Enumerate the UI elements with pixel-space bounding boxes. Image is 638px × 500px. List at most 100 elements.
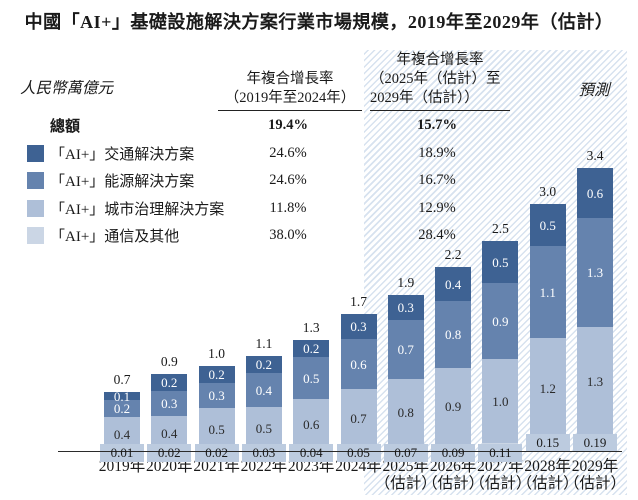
bottom-value-chip: 0.03 [252, 445, 276, 460]
segment-value-label: 0.4 [113, 426, 131, 442]
bottom-value-chip: 0.01 [110, 445, 134, 460]
cagr-value: 28.4% [418, 227, 456, 243]
bottom-value-chip-bg [525, 434, 570, 452]
segment-value-label: 1.2 [539, 381, 556, 396]
x-axis-line [58, 451, 622, 453]
legend-row-comm-other: 「AI+」通信及其他 [27, 222, 257, 250]
segment-energy: 0.2 [104, 400, 140, 417]
segment-city-governance: 0.9 [435, 368, 472, 444]
segment-value-label: 1.3 [586, 374, 604, 389]
cagr-header-line: 年複合增長率 [396, 52, 484, 68]
bar-total-label: 2.5 [491, 221, 509, 236]
segment-energy: 0.5 [293, 357, 330, 399]
segment-transport: 0.2 [151, 374, 188, 391]
segment-value-label: 0.5 [208, 421, 225, 437]
segment-value-label: 0.2 [255, 357, 273, 372]
bottom-value-chip-bg [194, 444, 239, 462]
segment-value-label: 0.6 [586, 185, 604, 201]
bottom-value-chip-bg [383, 444, 428, 462]
cagr-value: 11.8% [269, 199, 307, 216]
legend-swatch-transport [27, 144, 44, 162]
bottom-value-chip: 0.04 [299, 445, 323, 460]
x-axis-label-line: 2028年 [524, 458, 571, 475]
cagr-header-line: 2029年（估計）） [370, 90, 479, 106]
segment-value-label: 0.6 [350, 356, 367, 372]
cagr-header-line: （2025年（估計）至 [370, 71, 501, 87]
segment-energy: 0.3 [198, 383, 235, 408]
segment-energy: 1.1 [529, 246, 566, 338]
segment-value-label: 0.3 [350, 319, 367, 334]
segment-city-governance: 0.7 [340, 389, 377, 448]
legend-row-energy: 「AI+」能源解決方案 [27, 167, 257, 195]
segment-value-label: 0.4 [161, 425, 178, 441]
bottom-value-chip: 0.02 [157, 445, 181, 460]
page-title: 中國「AI+」基礎設施解決方案行業市場規模，2019年至2029年（估計） [24, 12, 614, 32]
y-axis-unit-label: 人民幣萬億元 [20, 80, 114, 97]
bar-total-label: 1.9 [397, 275, 415, 290]
segment-transport: 0.2 [293, 340, 330, 357]
x-axis-label-2026年（估計）: 2026年 （估計） [417, 458, 489, 492]
cagr-values-2019-2024: 19.4% 24.6% 24.6% 11.8% 38.0% [243, 112, 333, 250]
segment-city-governance: 0.5 [198, 408, 235, 450]
segment-value-label: 0.2 [303, 341, 320, 356]
x-axis-label-2019年: 2019年 [86, 458, 158, 475]
segment-value-label: 0.7 [350, 411, 367, 426]
segment-energy: 1.3 [577, 218, 613, 327]
x-axis-label-line: （估計） [563, 475, 626, 492]
segment-energy: 0.8 [435, 301, 472, 368]
legend-label-total: 總額 [50, 119, 81, 136]
bottom-value-chip: 0.07 [394, 445, 418, 460]
bottom-value-chip-bg [147, 444, 192, 462]
segment-value-label: 0.7 [397, 342, 414, 357]
x-axis-label-line: 2019年 [98, 458, 146, 475]
segment-city-governance: 0.8 [387, 379, 424, 446]
segment-transport: 0.5 [529, 204, 566, 246]
legend-label-comm-other: 「AI+」通信及其他 [50, 229, 180, 246]
bar-total-label: 3.0 [539, 184, 557, 199]
segment-city-governance: 0.6 [293, 399, 330, 449]
cagr-value: 12.9% [418, 199, 456, 216]
bottom-value-chip: 0.11 [489, 445, 512, 460]
legend-row-total: 總額 [27, 112, 257, 140]
bottom-value-chip: 0.19 [583, 435, 607, 450]
segment-city-governance: 1.0 [482, 359, 519, 443]
cagr-value: 16.7% [418, 172, 456, 188]
segment-value-label: 0.1 [113, 388, 131, 404]
cagr-header-2025-2029: 年複合增長率 （2025年（估計）至 2029年（估計）） [370, 51, 510, 111]
x-axis-label-line: （估計） [516, 475, 579, 492]
segment-value-label: 0.3 [161, 396, 178, 411]
bar-total-label: 1.1 [255, 336, 273, 351]
bar-total-label: 1.7 [350, 294, 367, 309]
segment-energy: 0.3 [151, 391, 188, 416]
cagr-values-2025-2029: 15.7% 18.9% 16.7% 12.9% 28.4% [392, 112, 482, 250]
segment-transport: 0.5 [482, 241, 519, 283]
x-axis-label-2023年: 2023年 [275, 458, 347, 475]
x-axis-label-line: 2027年 [477, 458, 524, 475]
x-axis-label-2020年: 2020年 [133, 458, 205, 475]
legend-row-transport: 「AI+」交通解決方案 [27, 140, 257, 168]
segment-city-governance: 1.3 [577, 327, 613, 436]
segment-value-label: 0.4 [444, 276, 462, 292]
segment-energy: 0.9 [482, 283, 519, 359]
bottom-value-chip-bg [573, 434, 617, 452]
x-axis-label-line: （估計） [469, 475, 532, 492]
x-axis-label-2028年（估計）: 2028年 （估計） [512, 458, 584, 492]
x-axis-label-2027年（估計）: 2027年 （估計） [464, 458, 536, 492]
bottom-value-chip-bg [100, 444, 144, 462]
x-axis-label-line: （估計） [422, 475, 485, 492]
bottom-value-chip-bg [431, 444, 476, 462]
x-axis-label-2029年（估計）: 2029年 （估計） [559, 458, 631, 492]
segment-value-label: 0.9 [444, 398, 462, 414]
segment-value-label: 1.3 [586, 265, 604, 280]
cagr-value: 19.4% [268, 117, 308, 133]
x-axis-label-line: 2029年 [571, 458, 619, 475]
segment-city-governance: 0.5 [245, 407, 282, 449]
x-axis-label-line: 2024年 [335, 458, 382, 475]
segment-transport: 0.2 [198, 366, 235, 383]
x-axis-label-line: 2020年 [146, 458, 193, 475]
x-axis-label-line: 2021年 [193, 458, 240, 475]
bar-total-label: 0.7 [113, 372, 131, 387]
cagr-value: 38.0% [269, 227, 307, 243]
bottom-value-chip: 0.02 [205, 445, 228, 460]
legend-row-city-governance: 「AI+」城市治理解決方案 [27, 195, 257, 223]
